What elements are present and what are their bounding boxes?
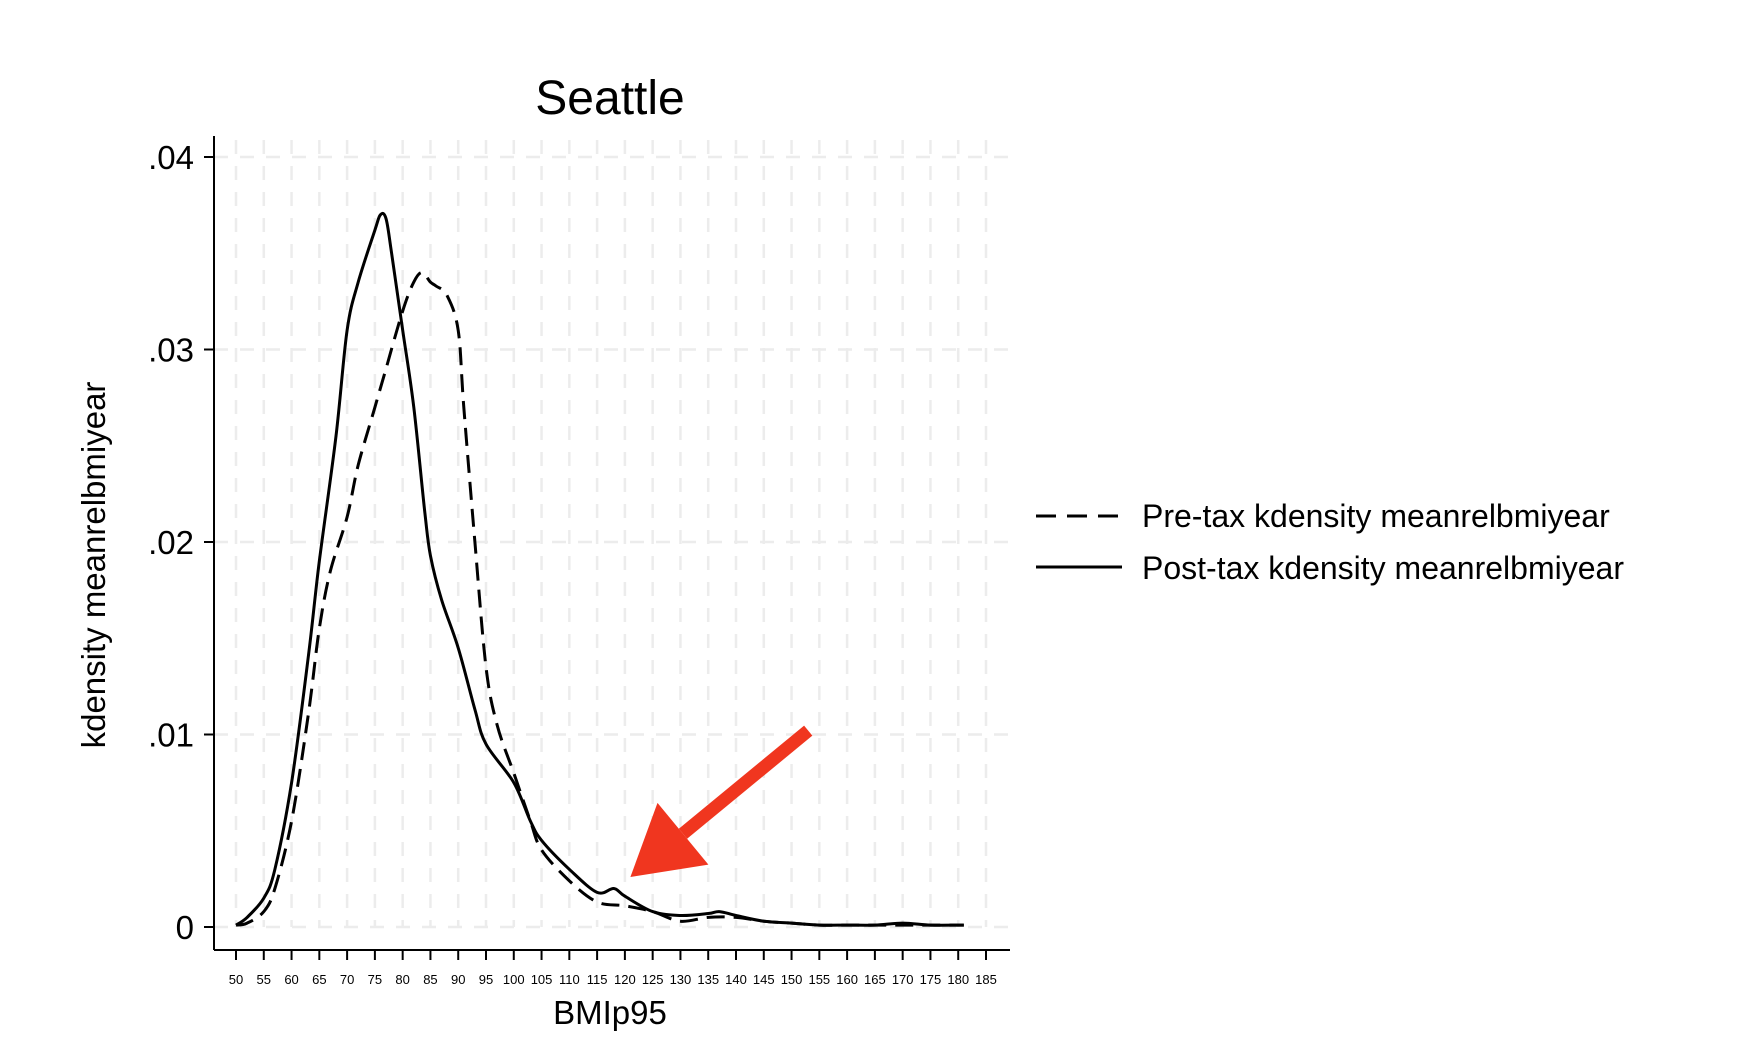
x-tick-label: 50 [229,972,243,987]
x-tick-label: 110 [559,972,580,987]
series-line-post-tax [235,211,964,927]
legend-label-pre-tax: Pre-tax kdensity meanrelbmiyear [1142,498,1610,534]
x-tick-label: 125 [642,972,664,987]
y-tick-label: .01 [148,717,194,754]
x-axis-ticks: 50 55 60 65 70 75 80 85 90 95 100 105 110 115 120 125 13… [229,950,997,987]
series-line-pre-tax [235,271,964,927]
y-tick-label: .02 [148,524,194,561]
x-tick-label: 115 [587,972,608,987]
x-tick-label: 70 [340,972,354,987]
x-tick-label: 175 [920,972,942,987]
y-axis-label: kdensity meanrelbmiyear [75,382,112,749]
arrow-shaft [678,725,813,839]
x-tick-label: 180 [947,972,969,987]
legend: Pre-tax kdensity meanrelbmiyear Post-tax… [1036,498,1624,586]
gridlines [214,140,1010,929]
arrow-head [630,802,709,877]
x-tick-label: 130 [670,972,692,987]
x-tick-label: 105 [531,972,553,987]
y-tick-label: 0 [176,909,194,946]
x-tick-label: 60 [284,972,298,987]
x-tick-label: 160 [836,972,858,987]
x-tick-label: 95 [479,972,493,987]
x-tick-label: 55 [257,972,271,987]
x-tick-label: 145 [753,972,775,987]
x-tick-label: 170 [892,972,914,987]
x-axis-label: BMIp95 [553,994,667,1031]
x-tick-label: 140 [725,972,747,987]
x-tick-label: 185 [975,972,997,987]
x-tick-label: 75 [368,972,382,987]
x-tick-label: 155 [808,972,830,987]
x-tick-label: 85 [423,972,437,987]
x-tick-label: 100 [503,972,525,987]
chart-title: Seattle [535,72,684,125]
y-tick-label: .03 [148,332,194,369]
x-tick-label: 120 [614,972,636,987]
x-tick-label: 135 [697,972,719,987]
annotations [630,725,813,877]
x-tick-label: 65 [312,972,326,987]
y-tick-label: .04 [148,139,194,176]
legend-label-post-tax: Post-tax kdensity meanrelbmiyear [1142,550,1624,586]
x-tick-label: 150 [781,972,803,987]
x-tick-label: 80 [395,972,409,987]
x-tick-label: 90 [451,972,465,987]
y-axis-ticks: 0 .01 .02 .03 .04 [148,139,214,946]
x-tick-label: 165 [864,972,886,987]
series-lines [235,211,964,927]
